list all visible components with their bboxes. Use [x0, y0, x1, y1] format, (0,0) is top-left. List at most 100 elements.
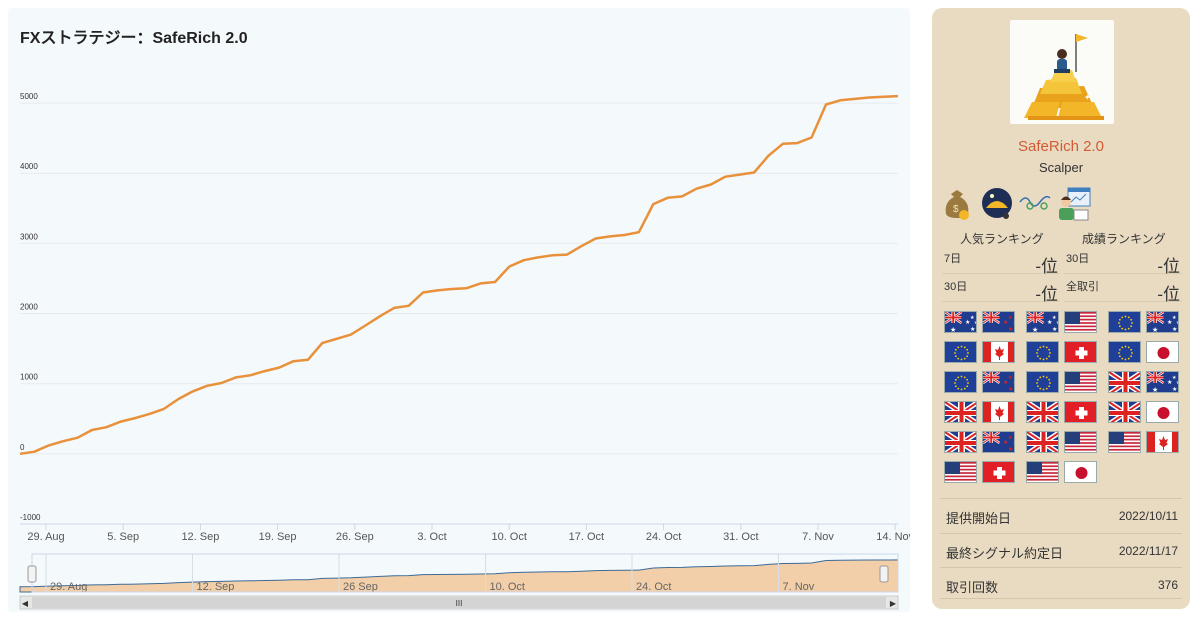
ca-flag-icon [1146, 431, 1179, 453]
svg-text:★: ★ [1008, 446, 1013, 453]
navigator-tick-label: 12. Sep [197, 581, 235, 593]
analyst-icon[interactable] [1056, 186, 1092, 222]
wave-icon[interactable] [1018, 186, 1052, 220]
y-tick-label: -1000 [20, 513, 41, 522]
eu-flag-icon [944, 371, 977, 393]
us-flag-icon [1064, 311, 1097, 333]
svg-text:★: ★ [1152, 326, 1158, 333]
x-tick-label: 5. Sep [107, 531, 139, 543]
jp-flag-icon [1146, 341, 1179, 363]
svg-text:★: ★ [970, 326, 975, 333]
svg-text:★: ★ [1172, 315, 1177, 321]
au-flag-icon: ★★★★★ [1026, 311, 1059, 333]
navigator-tick-label: 29. Aug [50, 581, 87, 593]
navigator-tick-label: 10. Oct [490, 581, 525, 593]
gb-flag-icon [944, 431, 977, 453]
info-value: 2022/11/17 [1118, 544, 1178, 558]
eu-flag-icon [1108, 341, 1141, 363]
y-tick-label: 0 [20, 443, 25, 452]
rank-popular-30d: 30日 -位 [942, 276, 1060, 304]
au-flag-icon: ★★★★★ [1146, 311, 1179, 333]
popular-ranking-label: 人気ランキング [960, 232, 1044, 246]
info-last-signal-date: 最終シグナル約定日 2022/11/17 [940, 533, 1182, 565]
rank-label: 全取引 [1066, 281, 1099, 293]
chart-grid [20, 102, 898, 525]
series-layer [19, 94, 899, 456]
currency-pair-us-ca[interactable] [1108, 431, 1182, 455]
currency-pair-gb-au[interactable]: ★★★★★ [1108, 371, 1182, 395]
svg-text:★: ★ [1008, 315, 1013, 321]
scroll-left-icon: ◀ [22, 599, 29, 608]
gb-flag-icon [944, 401, 977, 423]
navigator-area [19, 559, 899, 593]
x-tick-label: 7. Nov [802, 531, 834, 543]
nz-flag-icon: ★★★★ [982, 371, 1015, 393]
performance-line [19, 94, 899, 456]
y-tick-label: 4000 [20, 162, 38, 171]
money-bag-icon[interactable]: $ [942, 186, 972, 220]
rank-performance-30d: 30日 -位 [1064, 248, 1182, 276]
performance-chart: -1000 0 1000 2000 3000 4000 5000 29. Aug 5. Sep… [19, 92, 910, 610]
svg-text:✦: ✦ [1040, 69, 1047, 78]
currency-pair-eu-au[interactable]: ★★★★★ [1108, 311, 1182, 335]
au-flag-icon: ★★★★★ [1146, 371, 1179, 393]
rank-value: -位 [1035, 257, 1058, 276]
svg-text:★: ★ [974, 320, 977, 326]
strategy-image[interactable]: ✦ ✦ [1010, 20, 1114, 124]
currency-pair-us-ch[interactable] [944, 461, 1018, 485]
y-tick-label: 1000 [20, 373, 38, 382]
svg-text:★: ★ [1012, 440, 1015, 446]
svg-text:★: ★ [1152, 386, 1158, 393]
navigator[interactable]: 29. Aug 12. Sep 26 Sep 10. Oct 24. Oct 7. Nov… [19, 553, 899, 610]
currency-pair-eu-us[interactable] [1026, 371, 1100, 395]
ca-flag-icon [982, 341, 1015, 363]
rank-label: 30日 [1066, 253, 1090, 265]
svg-text:★: ★ [1047, 319, 1052, 326]
info-label: 提供開始日 [946, 511, 1012, 526]
currency-pair-gb-jp[interactable] [1108, 401, 1182, 425]
currency-pair-eu-ch[interactable] [1026, 341, 1100, 365]
navigator-tick-label: 26 Sep [343, 581, 378, 593]
navigator-handle[interactable] [879, 565, 889, 583]
x-tick-label: 29. Aug [27, 531, 64, 543]
scrollbar-thumb[interactable] [32, 597, 886, 608]
currency-pair-gb-ch[interactable] [1026, 401, 1100, 425]
ch-flag-icon [1064, 401, 1097, 423]
x-tick-label: 12. Sep [181, 531, 219, 543]
currency-pair-eu-nz[interactable]: ★★★★ [944, 371, 1018, 395]
navigator-handle[interactable] [27, 565, 37, 583]
svg-text:★: ★ [1052, 326, 1057, 333]
gb-flag-icon [1026, 431, 1059, 453]
chart-panel: FXストラテジー：SafeRich 2.0 -1000 0 1000 2000 3000… [8, 8, 910, 612]
currency-pair-au-nz[interactable]: ★★★★★★★★★ [944, 311, 1018, 335]
svg-text:★: ★ [950, 326, 956, 333]
x-tick-label: 31. Oct [723, 531, 758, 543]
rank-performance-all: 全取引 -位 [1064, 276, 1182, 304]
x-tick-label: 3. Oct [417, 531, 446, 543]
strategy-name[interactable]: SafeRich 2.0 [1018, 138, 1104, 155]
performance-ranking-label: 成績ランキング [1082, 232, 1166, 246]
rank-label: 7日 [944, 253, 962, 265]
currency-pair-gb-nz[interactable]: ★★★★ [944, 431, 1018, 455]
svg-text:✦: ✦ [1084, 93, 1091, 102]
gb-flag-icon [1108, 401, 1141, 423]
currency-pair-gb-ca[interactable] [944, 401, 1018, 425]
currency-pair-eu-jp[interactable] [1108, 341, 1182, 365]
info-value: 376 [1157, 578, 1178, 592]
currency-pair-eu-ca[interactable] [944, 341, 1018, 365]
currency-pair-au-us[interactable]: ★★★★★ [1026, 311, 1100, 335]
gb-flag-icon [1108, 371, 1141, 393]
currency-pair-gb-us[interactable] [1026, 431, 1100, 455]
jp-flag-icon [1064, 461, 1097, 483]
info-label: 最終シグナル約定日 [946, 546, 1064, 561]
night-moon-icon[interactable] [980, 186, 1014, 220]
strategy-type: Scalper [1038, 160, 1084, 175]
scrollbar-grip-icon: III [456, 599, 463, 608]
svg-text:★: ★ [1008, 375, 1013, 381]
svg-text:★: ★ [1172, 386, 1177, 393]
x-tick-label: 10. Oct [491, 531, 526, 543]
rank-popular-7d: 7日 -位 [942, 248, 1060, 276]
svg-text:★: ★ [1167, 379, 1172, 386]
eu-flag-icon [1026, 371, 1059, 393]
currency-pair-us-jp[interactable] [1026, 461, 1100, 485]
